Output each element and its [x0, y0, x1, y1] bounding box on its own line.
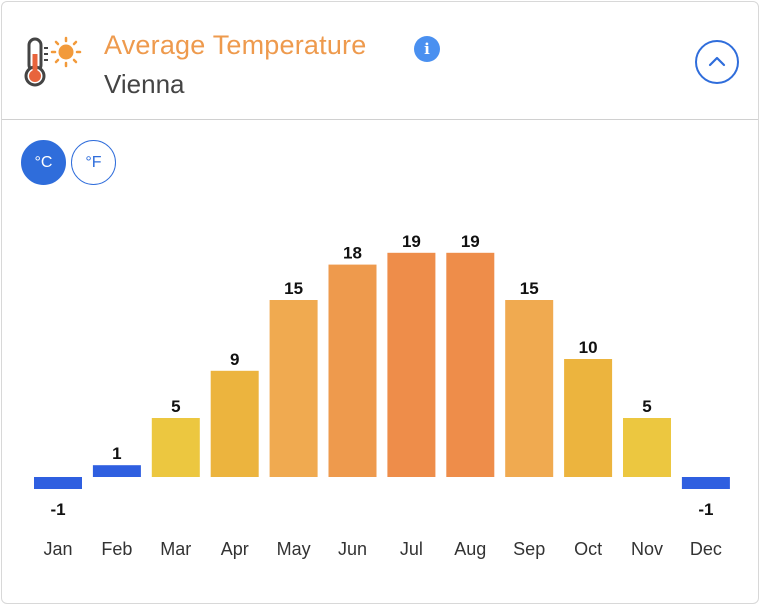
celsius-toggle[interactable]: °C [21, 140, 66, 185]
month-label-feb: Feb [101, 539, 132, 559]
value-label-apr: 9 [230, 350, 239, 369]
card-header: Average Temperature i Vienna [2, 2, 758, 120]
value-label-feb: 1 [112, 444, 121, 463]
month-label-sep: Sep [513, 539, 545, 559]
bar-nov [623, 418, 671, 477]
bar-jan [34, 477, 82, 489]
month-label-dec: Dec [690, 539, 722, 559]
bar-dec [681, 477, 730, 489]
value-label-aug: 19 [461, 232, 480, 251]
value-label-jul: 19 [402, 232, 421, 251]
month-label-may: May [277, 539, 311, 559]
bar-jun [328, 264, 377, 477]
bar-aug [446, 252, 495, 477]
month-label-jan: Jan [43, 539, 72, 559]
collapse-button[interactable] [695, 40, 739, 84]
value-label-sep: 15 [520, 279, 539, 298]
bar-feb [92, 465, 141, 477]
bar-mar [151, 418, 200, 477]
info-icon[interactable]: i [414, 36, 440, 62]
month-label-oct: Oct [574, 539, 602, 559]
chevron-up-icon [708, 56, 726, 67]
fahrenheit-toggle[interactable]: °F [71, 140, 116, 185]
bar-oct [564, 359, 613, 477]
city-name: Vienna [104, 69, 185, 99]
month-label-aug: Aug [454, 539, 486, 559]
value-label-nov: 5 [642, 397, 651, 416]
value-label-mar: 5 [171, 397, 180, 416]
bar-apr [210, 370, 259, 477]
month-label-mar: Mar [160, 539, 191, 559]
thermometer-sun-icon [24, 36, 82, 87]
bar-jul [387, 252, 436, 477]
month-label-jun: Jun [338, 539, 367, 559]
month-label-nov: Nov [631, 539, 663, 559]
value-label-dec: -1 [698, 500, 713, 519]
value-label-oct: 10 [579, 338, 598, 357]
value-label-jun: 18 [343, 244, 362, 263]
bar-may [269, 300, 318, 477]
value-label-jan: -1 [50, 500, 65, 519]
month-label-jul: Jul [400, 539, 423, 559]
month-label-apr: Apr [221, 539, 249, 559]
value-label-may: 15 [284, 279, 303, 298]
bar-sep [505, 300, 554, 477]
chart-title: Average Temperature [104, 30, 367, 60]
